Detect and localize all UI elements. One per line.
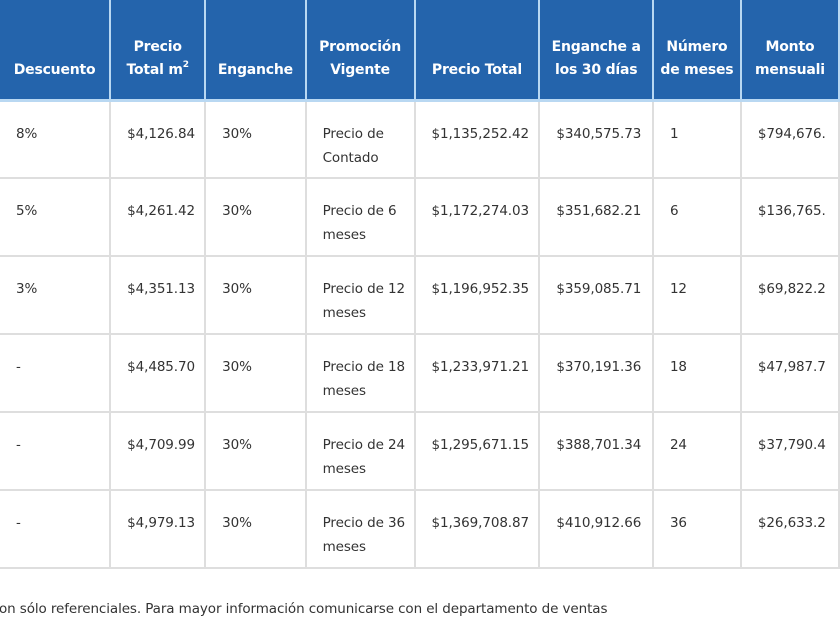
enganche-cell: 30%: [204, 333, 307, 413]
num-meses-cell: 1: [651, 99, 742, 179]
enganche-cell: 30%: [204, 255, 307, 335]
enganche-30-cell: $359,085.71: [538, 255, 654, 335]
precio-m2-cell: $4,261.42: [109, 177, 207, 257]
promocion-cell: Precio de 12 meses: [304, 255, 416, 335]
descuento-cell: 8%: [0, 99, 112, 179]
enganche-30-cell: $388,701.34: [538, 411, 654, 491]
enganche-30-cell: $340,575.73: [538, 99, 654, 179]
precio-m2-cell: $4,351.13: [109, 255, 207, 335]
table-body: 8% $4,126.84 30% Precio de Contado $1,135,25…: [0, 99, 840, 569]
precio-total-cell: $1,172,274.03: [413, 177, 541, 257]
disclaimer-note: on sólo referenciales. Para mayor inform…: [0, 601, 608, 617]
promocion-cell: Precio de Contado: [304, 99, 416, 179]
descuento-cell: -: [0, 411, 112, 491]
promocion-cell: Precio de 36 meses: [304, 489, 416, 569]
num-meses-cell: 36: [651, 489, 742, 569]
precio-m2-cell: $4,126.84: [109, 99, 207, 179]
header-enganche[interactable]: Enganche: [204, 0, 307, 102]
monto-cell: $794,676.: [739, 99, 840, 179]
header-precio-total-m2[interactable]: Precio Total m2: [109, 0, 207, 102]
monto-cell: $136,765.: [739, 177, 840, 257]
promocion-cell: Precio de 24 meses: [304, 411, 416, 491]
promocion-cell: Precio de 18 meses: [304, 333, 416, 413]
enganche-cell: 30%: [204, 411, 307, 491]
header-precio-total-m2-label: Precio Total m: [126, 38, 183, 78]
enganche-cell: 30%: [204, 489, 307, 569]
precio-m2-cell: $4,979.13: [109, 489, 207, 569]
table-row: 3% $4,351.13 30% Precio de 12 meses $1,196,9…: [0, 255, 840, 335]
enganche-30-cell: $370,191.36: [538, 333, 654, 413]
precio-total-cell: $1,196,952.35: [413, 255, 541, 335]
enganche-30-cell: $351,682.21: [538, 177, 654, 257]
num-meses-cell: 24: [651, 411, 742, 491]
header-superscript: 2: [182, 59, 189, 70]
monto-cell: $37,790.4: [739, 411, 840, 491]
header-descuento[interactable]: Descuento: [0, 0, 112, 102]
header-monto-mensualidad[interactable]: Monto mensuali: [739, 0, 840, 102]
num-meses-cell: 18: [651, 333, 742, 413]
precio-m2-cell: $4,709.99: [109, 411, 207, 491]
descuento-cell: 5%: [0, 177, 112, 257]
header-row: Descuento Precio Total m2 Enganche Promo…: [0, 0, 840, 102]
enganche-cell: 30%: [204, 99, 307, 179]
precio-m2-cell: $4,485.70: [109, 333, 207, 413]
pricing-table: Descuento Precio Total m2 Enganche Promo…: [0, 0, 840, 569]
enganche-30-cell: $410,912.66: [538, 489, 654, 569]
header-promocion-vigente[interactable]: Promoción Vigente: [304, 0, 416, 102]
table-row: 8% $4,126.84 30% Precio de Contado $1,135,25…: [0, 99, 840, 179]
precio-total-cell: $1,295,671.15: [413, 411, 541, 491]
precio-total-cell: $1,135,252.42: [413, 99, 541, 179]
table-row: - $4,979.13 30% Precio de 36 meses $1,369,70…: [0, 489, 840, 569]
monto-cell: $47,987.7: [739, 333, 840, 413]
monto-cell: $26,633.2: [739, 489, 840, 569]
enganche-cell: 30%: [204, 177, 307, 257]
table-row: 5% $4,261.42 30% Precio de 6 meses $1,172,27…: [0, 177, 840, 257]
header-numero-de-meses[interactable]: Número de meses: [651, 0, 742, 102]
pricing-table-container: Descuento Precio Total m2 Enganche Promo…: [0, 0, 840, 569]
precio-total-cell: $1,233,971.21: [413, 333, 541, 413]
descuento-cell: -: [0, 489, 112, 569]
table-header: Descuento Precio Total m2 Enganche Promo…: [0, 0, 840, 102]
promocion-cell: Precio de 6 meses: [304, 177, 416, 257]
header-precio-total[interactable]: Precio Total: [413, 0, 541, 102]
descuento-cell: -: [0, 333, 112, 413]
table-row: - $4,709.99 30% Precio de 24 meses $1,295,67…: [0, 411, 840, 491]
header-enganche-30-dias[interactable]: Enganche a los 30 días: [538, 0, 654, 102]
precio-total-cell: $1,369,708.87: [413, 489, 541, 569]
monto-cell: $69,822.2: [739, 255, 840, 335]
descuento-cell: 3%: [0, 255, 112, 335]
table-row: - $4,485.70 30% Precio de 18 meses $1,233,97…: [0, 333, 840, 413]
num-meses-cell: 6: [651, 177, 742, 257]
num-meses-cell: 12: [651, 255, 742, 335]
